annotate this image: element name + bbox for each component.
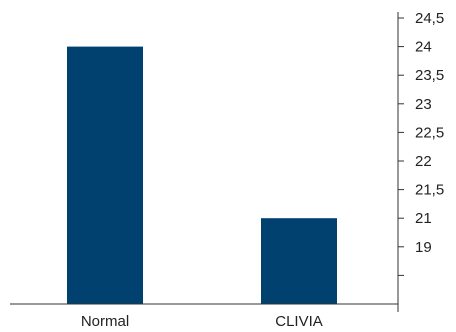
bar-normal bbox=[67, 46, 143, 304]
x-category-label: Normal bbox=[81, 313, 129, 330]
y-tick-label: 19 bbox=[415, 239, 432, 256]
y-tick-label: 23 bbox=[415, 96, 432, 113]
y-tick-label: 24,5 bbox=[415, 10, 444, 27]
y-tick-label: 22 bbox=[415, 153, 432, 170]
bars-group bbox=[67, 46, 337, 304]
y-tick-label: 24 bbox=[415, 39, 432, 56]
y-tick-label: 23,5 bbox=[415, 67, 444, 84]
y-ticks-group: 24,5 24 23,5 23 22,5 22 21,5 21 19 bbox=[398, 10, 444, 276]
y-tick-label: 22,5 bbox=[415, 124, 444, 141]
y-tick-label: 21,5 bbox=[415, 182, 444, 199]
x-labels-group: Normal CLIVIA bbox=[81, 313, 323, 330]
y-tick-label: 21 bbox=[415, 210, 432, 227]
bar-clivia bbox=[261, 218, 337, 304]
x-category-label: CLIVIA bbox=[275, 313, 323, 330]
